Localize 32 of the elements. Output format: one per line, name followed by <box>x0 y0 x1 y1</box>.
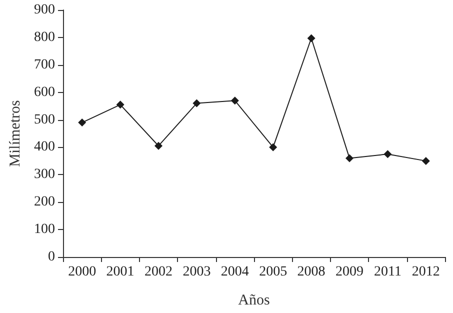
y-tick-label: 300 <box>34 167 55 182</box>
y-axis-title: Milímetros <box>8 100 24 167</box>
x-tick-label: 2003 <box>182 264 211 280</box>
x-tick-label: 2001 <box>106 264 134 280</box>
point <box>192 99 201 108</box>
y-tick-label: 700 <box>34 57 55 72</box>
point <box>307 34 316 42</box>
y-tick-label: 0 <box>48 250 55 264</box>
point <box>116 100 124 109</box>
point <box>384 150 392 158</box>
point <box>230 96 239 105</box>
point <box>78 118 86 127</box>
x-tick-label: 2005 <box>259 264 288 280</box>
y-tick-label: 500 <box>34 112 55 128</box>
x-tick-label: 2002 <box>144 264 172 280</box>
y-tick-label: 600 <box>34 84 55 100</box>
x-tick-label: 2012 <box>412 264 440 280</box>
x-tick-label: 2011 <box>374 264 402 280</box>
x-tick-label: 2000 <box>68 264 96 280</box>
point <box>154 142 162 150</box>
x-tick-label: 2004 <box>220 264 249 280</box>
x-axis-title: Años <box>238 292 270 308</box>
x-tick-label: 2009 <box>336 264 364 280</box>
point <box>269 143 278 152</box>
y-tick-label: 400 <box>34 140 55 155</box>
y-tick-label: 100 <box>34 222 55 238</box>
y-tick-label: 200 <box>34 194 55 210</box>
y-tick-label: 900 <box>34 2 55 18</box>
point <box>346 154 354 162</box>
point <box>422 156 430 165</box>
x-tick-label: 2008 <box>297 264 326 280</box>
y-tick-label: 800 <box>34 30 55 45</box>
